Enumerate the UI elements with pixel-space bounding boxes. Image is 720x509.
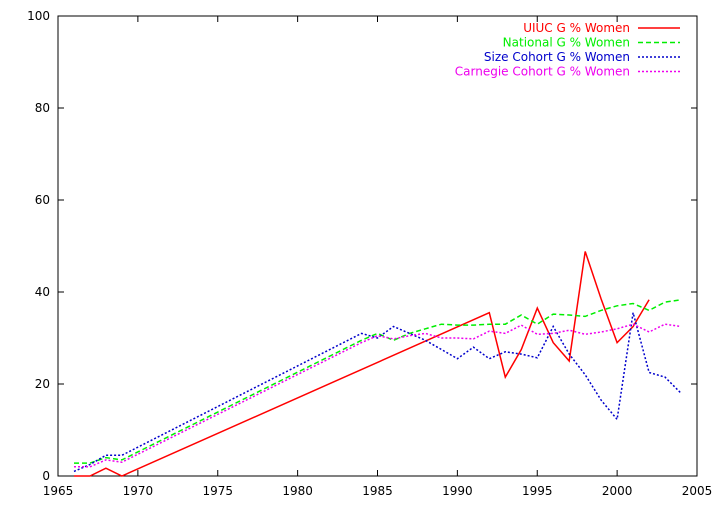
series-line-1	[74, 251, 650, 477]
y-tick-label: 0	[42, 469, 50, 483]
legend-label: UIUC G % Women	[523, 21, 630, 35]
axes	[57, 15, 698, 477]
x-tick-label: 1970	[123, 484, 154, 498]
x-tick-label: 1995	[522, 484, 553, 498]
x-tick-label: 2000	[602, 484, 633, 498]
series-line-2	[74, 299, 682, 464]
y-tick-label: 20	[35, 377, 50, 391]
x-tick-label: 2005	[682, 484, 713, 498]
x-tick-label: 1980	[282, 484, 313, 498]
y-tick-label: 80	[35, 101, 50, 115]
plot-frame	[57, 15, 698, 477]
series-lines	[73, 251, 682, 477]
y-tick-label: 100	[27, 9, 50, 23]
series-line-4	[74, 323, 682, 468]
legend-label: National G % Women	[503, 36, 630, 50]
legend-label: Carnegie Cohort G % Women	[455, 65, 630, 79]
y-tick-label: 40	[35, 285, 50, 299]
x-tick-label: 1975	[202, 484, 233, 498]
series-line-3	[73, 312, 682, 473]
x-tick-label: 1965	[43, 484, 74, 498]
y-tick-label: 60	[35, 193, 50, 207]
ticks: 1965 1970 1975 1980 1985 1990 1995 2000 2005 0 20 4…	[27, 9, 712, 498]
x-tick-label: 1985	[362, 484, 393, 498]
x-tick-label: 1990	[442, 484, 473, 498]
legend-label: Size Cohort G % Women	[484, 50, 630, 64]
